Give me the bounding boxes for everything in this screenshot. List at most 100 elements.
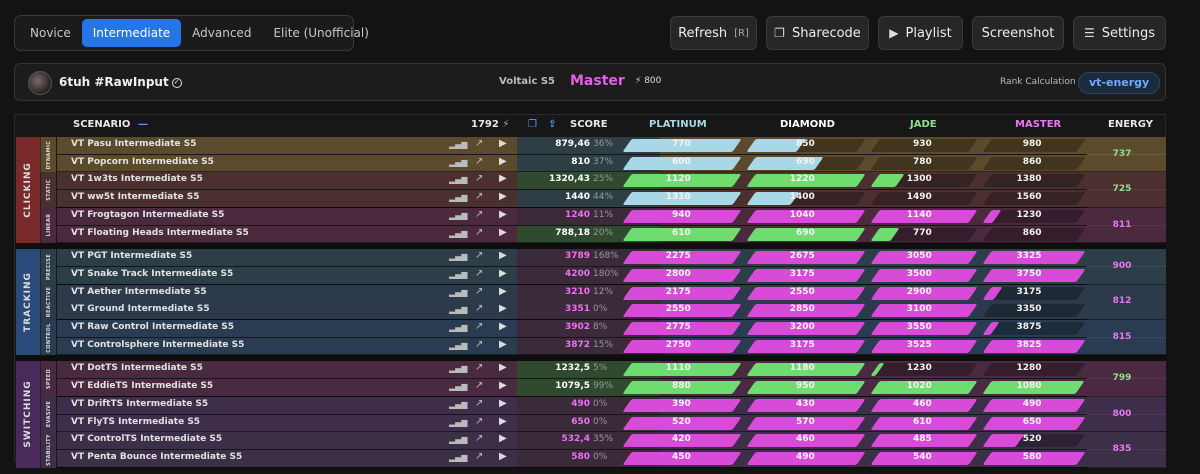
scenario-name[interactable]: VT 1w3ts Intermediate S5 <box>71 174 203 185</box>
tab-advanced[interactable]: Advanced <box>192 26 252 40</box>
leaderboard-icon[interactable]: ▂▄▆ <box>449 228 468 238</box>
leaderboard-icon[interactable]: ▂▄▆ <box>449 305 468 315</box>
trend-icon[interactable]: ↗ <box>475 321 484 332</box>
leaderboard-icon[interactable]: ▂▄▆ <box>449 140 468 149</box>
scenario-row[interactable]: VT Penta Bounce Intermediate S5 ▂▄▆ ↗ ▶ 580 0… <box>57 449 1166 467</box>
scenario-row[interactable]: VT Controlsphere Intermediate S5 ▂▄▆ ↗ ▶ 387… <box>57 337 1166 355</box>
trend-icon[interactable]: ↗ <box>475 155 484 167</box>
screenshot-button[interactable]: Screenshot <box>972 16 1064 50</box>
scenario-name[interactable]: VT Pasu Intermediate S5 <box>71 139 197 149</box>
playlist-button[interactable]: ▶ Playlist <box>878 16 963 50</box>
trend-icon[interactable]: ↗ <box>475 433 484 445</box>
avatar[interactable] <box>28 71 52 95</box>
leaderboard-icon[interactable]: ▂▄▆ <box>449 175 468 185</box>
trend-icon[interactable]: ↗ <box>475 415 484 427</box>
scenario-row[interactable]: VT ww5t Intermediate S5 ▂▄▆ ↗ ▶ 1440 44% 1310 1… <box>57 190 1166 208</box>
scenario-name[interactable]: VT DotTS Intermediate S5 <box>71 363 203 374</box>
play-icon[interactable]: ▶ <box>499 415 507 427</box>
leaderboard-icon[interactable]: ▂▄▆ <box>449 287 468 297</box>
scenario-row[interactable]: VT ControlTS Intermediate S5 ▂▄▆ ↗ ▶ 532,4 35… <box>57 432 1166 450</box>
rank-calc-dropdown[interactable]: vt-energy <box>1078 72 1161 94</box>
play-icon[interactable]: ▶ <box>499 338 507 350</box>
scenario-name[interactable]: VT Frogtagon Intermediate S5 <box>71 209 225 220</box>
play-icon[interactable]: ▶ <box>499 138 507 149</box>
leaderboard-icon[interactable]: ▂▄▆ <box>449 382 468 392</box>
scenario-row[interactable]: VT Pasu Intermediate S5 ▂▄▆ ↗ ▶ 879,46 36% 770… <box>57 137 1166 154</box>
trend-icon[interactable]: ↗ <box>475 303 484 315</box>
play-icon[interactable]: ▶ <box>499 362 507 374</box>
leaderboard-icon[interactable]: ▂▄▆ <box>449 252 468 262</box>
tab-novice[interactable]: Novice <box>30 26 71 40</box>
play-icon[interactable]: ▶ <box>499 250 507 262</box>
scenario-row[interactable]: VT Snake Track Intermediate S5 ▂▄▆ ↗ ▶ 4200 1… <box>57 266 1166 284</box>
scenario-row[interactable]: VT Floating Heads Intermediate S5 ▂▄▆ ↗ ▶ 78… <box>57 225 1166 243</box>
export-icon[interactable]: ⇪ <box>548 119 557 130</box>
trend-icon[interactable]: ↗ <box>475 250 484 262</box>
play-icon[interactable]: ▶ <box>499 303 507 315</box>
scenario-row[interactable]: VT FlyTS Intermediate S5 ▂▄▆ ↗ ▶ 650 0% 520 570… <box>57 414 1166 432</box>
trend-icon[interactable]: ↗ <box>475 397 484 409</box>
play-icon[interactable]: ▶ <box>499 450 507 462</box>
refresh-button[interactable]: Refresh [R] <box>670 16 757 50</box>
trend-icon[interactable]: ↗ <box>475 226 484 238</box>
scenario-name[interactable]: VT ww5t Intermediate S5 <box>71 192 200 203</box>
trend-icon[interactable]: ↗ <box>475 380 484 392</box>
trend-icon[interactable]: ↗ <box>475 208 484 220</box>
settings-button[interactable]: ☰ Settings <box>1073 16 1166 50</box>
trend-icon[interactable]: ↗ <box>475 267 484 279</box>
scenario-row[interactable]: VT Aether Intermediate S5 ▂▄▆ ↗ ▶ 3210 12% 217… <box>57 284 1166 302</box>
scenario-row[interactable]: VT DriftTS Intermediate S5 ▂▄▆ ↗ ▶ 490 0% 390 4… <box>57 396 1166 414</box>
tab-intermediate[interactable]: Intermediate <box>81 19 182 47</box>
scenario-name[interactable]: VT Penta Bounce Intermediate S5 <box>71 451 243 462</box>
play-icon[interactable]: ▶ <box>499 433 507 445</box>
trend-icon[interactable]: ↗ <box>475 362 484 374</box>
scenario-name[interactable]: VT EddieTS Intermediate S5 <box>71 381 214 392</box>
leaderboard-icon[interactable]: ▂▄▆ <box>449 452 468 462</box>
scenario-name[interactable]: VT DriftTS Intermediate S5 <box>71 398 209 409</box>
leaderboard-icon[interactable]: ▂▄▆ <box>449 210 468 220</box>
scenario-name[interactable]: VT Ground Intermediate S5 <box>71 304 210 315</box>
trend-icon[interactable]: ↗ <box>475 285 484 297</box>
play-icon[interactable]: ▶ <box>499 397 507 409</box>
play-icon[interactable]: ▶ <box>499 285 507 297</box>
leaderboard-icon[interactable]: ▂▄▆ <box>449 269 468 279</box>
leaderboard-icon[interactable]: ▂▄▆ <box>449 193 468 203</box>
tab-elite[interactable]: Elite (Unofficial) <box>273 26 369 40</box>
scenario-row[interactable]: VT 1w3ts Intermediate S5 ▂▄▆ ↗ ▶ 1320,43 25% 1… <box>57 172 1166 190</box>
scenario-row[interactable]: VT PGT Intermediate S5 ▂▄▆ ↗ ▶ 3789 168% 2275 2… <box>57 249 1166 267</box>
scenario-name[interactable]: VT Raw Control Intermediate S5 <box>71 322 234 332</box>
play-icon[interactable]: ▶ <box>499 226 507 238</box>
scenario-name[interactable]: VT Popcorn Intermediate S5 <box>71 156 214 167</box>
scenario-name[interactable]: VT PGT Intermediate S5 <box>71 251 193 262</box>
leaderboard-icon[interactable]: ▂▄▆ <box>449 435 468 445</box>
play-icon[interactable]: ▶ <box>499 191 507 203</box>
trend-icon[interactable]: ↗ <box>475 173 484 185</box>
leaderboard-icon[interactable]: ▂▄▆ <box>449 399 468 409</box>
play-icon[interactable]: ▶ <box>499 173 507 185</box>
scenario-name[interactable]: VT Floating Heads Intermediate S5 <box>71 227 249 238</box>
scenario-name[interactable]: VT Snake Track Intermediate S5 <box>71 268 234 279</box>
trend-icon[interactable]: ↗ <box>475 138 484 149</box>
scenario-name[interactable]: VT ControlTS Intermediate S5 <box>71 434 223 445</box>
copy-scores-icon[interactable]: ❐ <box>528 119 537 130</box>
leaderboard-icon[interactable]: ▂▄▆ <box>449 417 468 427</box>
play-icon[interactable]: ▶ <box>499 208 507 220</box>
scenario-row[interactable]: VT Popcorn Intermediate S5 ▂▄▆ ↗ ▶ 810 37% 600… <box>57 154 1166 172</box>
play-icon[interactable]: ▶ <box>499 321 507 332</box>
scenario-row[interactable]: VT EddieTS Intermediate S5 ▂▄▆ ↗ ▶ 1079,5 99%… <box>57 379 1166 397</box>
play-icon[interactable]: ▶ <box>499 155 507 167</box>
scenario-row[interactable]: VT Raw Control Intermediate S5 ▂▄▆ ↗ ▶ 3902 8… <box>57 320 1166 337</box>
scenario-name[interactable]: VT Controlsphere Intermediate S5 <box>71 339 245 350</box>
scenario-name[interactable]: VT FlyTS Intermediate S5 <box>71 416 201 427</box>
scenario-row[interactable]: VT Frogtagon Intermediate S5 ▂▄▆ ↗ ▶ 1240 11%… <box>57 207 1166 225</box>
collapse-icon[interactable]: — <box>138 119 148 130</box>
sharecode-button[interactable]: ❐ Sharecode <box>766 16 869 50</box>
leaderboard-icon[interactable]: ▂▄▆ <box>449 323 468 332</box>
play-icon[interactable]: ▶ <box>499 380 507 392</box>
trend-icon[interactable]: ↗ <box>475 191 484 203</box>
scenario-row[interactable]: VT Ground Intermediate S5 ▂▄▆ ↗ ▶ 3351 0% 2550… <box>57 302 1166 320</box>
trend-icon[interactable]: ↗ <box>475 450 484 462</box>
play-icon[interactable]: ▶ <box>499 267 507 279</box>
trend-icon[interactable]: ↗ <box>475 338 484 350</box>
scenario-row[interactable]: VT DotTS Intermediate S5 ▂▄▆ ↗ ▶ 1232,5 5% 111… <box>57 361 1166 379</box>
